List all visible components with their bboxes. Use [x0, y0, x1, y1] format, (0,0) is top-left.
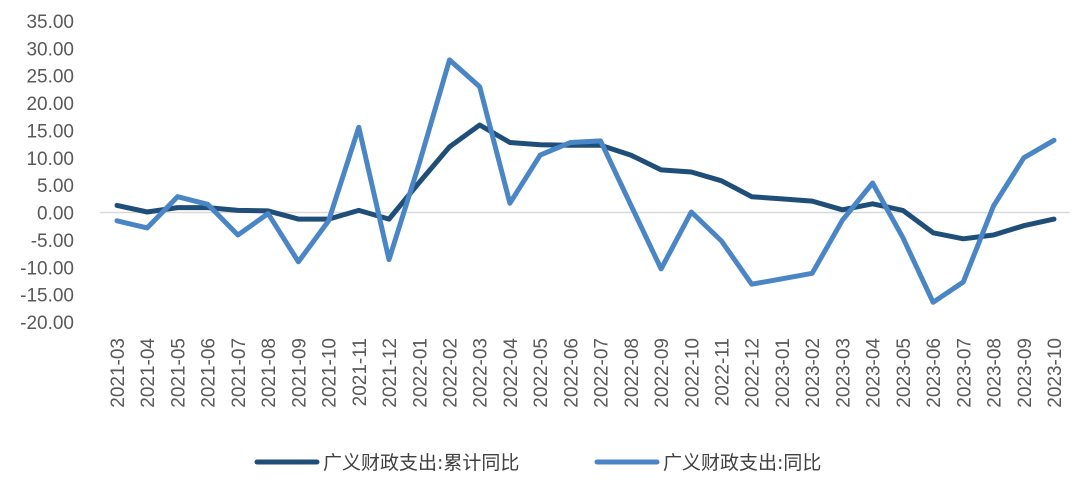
- x-tick-label: 2022-01: [410, 338, 431, 408]
- x-axis: 2021-03 2021-04 2021-05 2021-06 2021-07 2021-…: [108, 338, 1066, 408]
- x-tick-label: 2021-08: [259, 338, 280, 408]
- y-tick-label: 20.00: [26, 94, 74, 115]
- x-tick-label: 2022-08: [622, 338, 643, 408]
- x-tick-label: 2022-09: [652, 338, 673, 408]
- x-tick-label: 2023-07: [954, 338, 975, 408]
- series-layer: [114, 57, 1057, 305]
- y-axis: 35.00 30.00 25.00 20.00 15.00 10.00 5.00 0.00 -5…: [20, 12, 74, 334]
- x-tick-label: 2022-03: [471, 338, 492, 408]
- y-tick-label: 10.00: [26, 149, 74, 170]
- x-tick-label: 2021-10: [320, 338, 341, 408]
- y-tick-label: 0.00: [37, 204, 74, 225]
- x-tick-label: 2021-11: [350, 338, 371, 406]
- x-tick-label: 2022-10: [682, 338, 703, 408]
- x-tick-label: 2022-04: [501, 338, 522, 408]
- legend-label-1: 广义财政支出:累计同比: [323, 452, 519, 474]
- x-tick-label: 2023-05: [894, 338, 915, 408]
- x-tick-label: 2022-11: [713, 338, 734, 406]
- x-tick-label: 2022-07: [592, 338, 613, 408]
- series-line-1: [114, 122, 1057, 242]
- x-tick-label: 2021-03: [108, 338, 129, 408]
- x-tick-label: 2021-07: [229, 338, 250, 408]
- series-line-2: [114, 57, 1057, 305]
- x-tick-label: 2023-02: [803, 338, 824, 408]
- x-tick-label: 2023-10: [1045, 338, 1066, 408]
- x-tick-label: 2023-08: [985, 338, 1006, 408]
- x-tick-label: 2023-04: [864, 338, 885, 408]
- x-tick-label: 2021-12: [380, 338, 401, 408]
- y-tick-label: 35.00: [26, 12, 74, 33]
- x-tick-label: 2023-01: [773, 338, 794, 408]
- x-tick-label: 2023-06: [924, 338, 945, 408]
- x-tick-label: 2022-05: [531, 338, 552, 408]
- y-tick-label: 25.00: [26, 67, 74, 88]
- x-tick-label: 2022-06: [561, 338, 582, 408]
- y-tick-label: 5.00: [37, 176, 74, 197]
- x-tick-label: 2022-02: [440, 338, 461, 408]
- legend-label-2: 广义财政支出:同比: [663, 452, 821, 474]
- y-tick-label: -5.00: [31, 231, 74, 252]
- x-tick-label: 2022-12: [743, 338, 764, 408]
- y-tick-label: -20.00: [20, 313, 74, 334]
- y-tick-label: -15.00: [20, 286, 74, 307]
- x-tick-label: 2021-09: [289, 338, 310, 408]
- y-tick-label: 30.00: [26, 39, 74, 60]
- x-tick-label: 2021-05: [168, 338, 189, 408]
- y-tick-label: 15.00: [26, 121, 74, 142]
- legend: 广义财政支出:累计同比 广义财政支出:同比: [254, 452, 821, 474]
- x-tick-label: 2023-03: [833, 338, 854, 408]
- x-tick-label: 2021-06: [199, 338, 220, 408]
- x-tick-label: 2023-09: [1015, 338, 1036, 408]
- y-tick-label: -10.00: [20, 258, 74, 279]
- x-tick-label: 2021-04: [138, 338, 159, 408]
